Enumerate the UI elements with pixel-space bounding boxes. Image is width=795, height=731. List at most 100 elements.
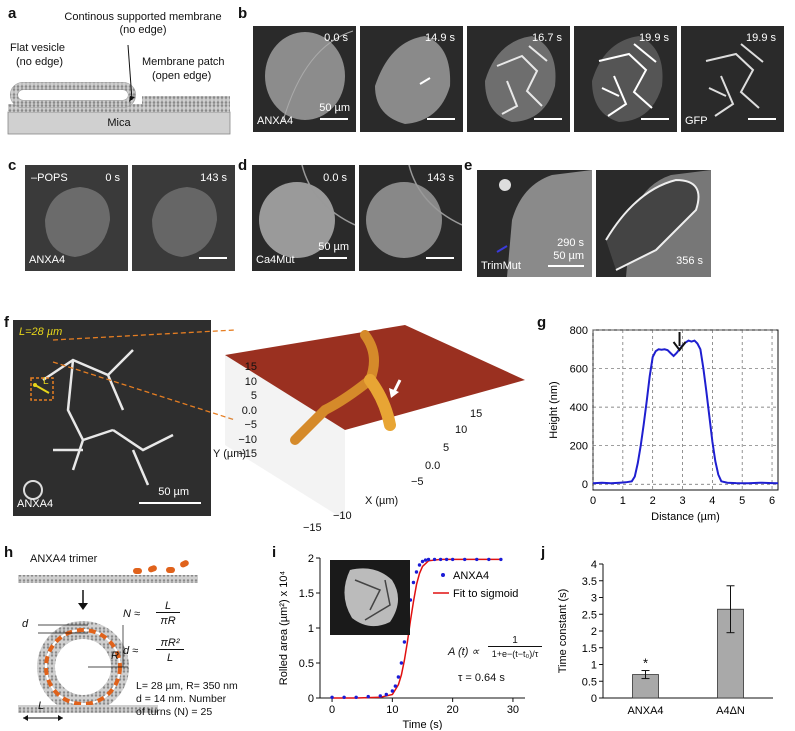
data-point — [390, 689, 395, 693]
x-axis-label: X (µm) — [365, 495, 399, 507]
x-tick-label: 10 — [386, 704, 398, 716]
panel-label-j: j — [541, 544, 546, 561]
legend-label-anxa4: ANXA4 — [453, 570, 489, 582]
eq-N-den: πR — [160, 615, 176, 627]
y-tick: 0.0 — [241, 404, 257, 417]
continuous-membrane-sub: (no edge) — [119, 24, 167, 36]
formula-num: 1 — [488, 635, 542, 647]
x-tick-label: 1 — [620, 495, 626, 507]
rolled-area-chart: 0 10 20 30 0 0.5 1 1.5 2 Time (s) Rolled area (µm²… — [278, 553, 525, 730]
frame-f-micrograph: L=28 µm L ANXA4 50 µm — [13, 320, 211, 516]
data-point — [402, 640, 407, 644]
data-point — [384, 692, 389, 697]
frame-e-2: 356 s — [596, 170, 711, 277]
frame-time: 0 s — [105, 172, 120, 184]
scale-bar — [427, 118, 455, 120]
panel-a-schematic — [0, 0, 235, 150]
scale-text: 50 µm — [319, 102, 350, 114]
scale-bar — [320, 118, 348, 120]
y-tick: 10 — [244, 375, 257, 388]
legend-label-fit: Fit to sigmoid — [453, 588, 518, 600]
zoom-lines — [52, 329, 236, 421]
mica-label: Mica — [107, 117, 131, 129]
tau-label: τ = 0.64 s — [458, 672, 505, 684]
time-constant-chart: 0 0.5 1 1.5 2 2.5 3 3.5 4 ANXA4 * A4ΔN Time constant… — [557, 559, 773, 717]
category-label: ANXA4 — [627, 705, 663, 717]
y-axis-label: Time constant (s) — [557, 589, 569, 674]
inset-micrograph — [330, 560, 410, 635]
R-label: R — [111, 650, 119, 662]
frame-b-4: 19.9 s — [574, 26, 677, 132]
panel-label-i: i — [272, 544, 277, 561]
data-point — [444, 557, 449, 562]
y-tick-label: 2.5 — [582, 609, 597, 621]
frame-c-2: 143 s — [132, 165, 235, 271]
params-line-2: d = 14 nm. Number — [136, 693, 227, 705]
frame-label: ANXA4 — [257, 115, 294, 127]
data-point — [487, 557, 491, 562]
x-tick: 0.0 — [425, 460, 441, 472]
panel-label-f: f — [4, 314, 9, 331]
scale-bar — [426, 257, 454, 259]
frame-d-1: 0.0 s Ca4Mut 50 µm — [252, 165, 355, 271]
membrane-schematic — [7, 44, 231, 135]
plot-frame — [592, 329, 779, 491]
x-tick-label: 3 — [679, 495, 685, 507]
frame-time: 143 s — [427, 172, 454, 184]
y-tick-label: 3.5 — [582, 576, 597, 588]
data-point — [432, 557, 437, 562]
frame-time: 0.0 s — [324, 32, 348, 44]
x-tick: 15 — [470, 408, 483, 420]
height-profile-chart: 0 1 2 3 4 5 6 0 200 400 600 800 Distance (µm) Height … — [548, 325, 779, 523]
data-point — [463, 557, 467, 562]
x-tick-label: 20 — [447, 704, 459, 716]
frame-label: TrimMut — [481, 260, 521, 272]
frame-time: 16.7 s — [532, 32, 562, 44]
panel-label-b: b — [238, 5, 248, 22]
continuous-membrane-label: Continous supported membrane — [64, 11, 222, 23]
profile-line — [592, 339, 779, 485]
afm-3d-surface: 15 10 5 0.0 −5 −10 −15 Y (µm) X (µm) 15 … — [213, 320, 535, 535]
data-point — [354, 695, 358, 699]
L-label: L — [38, 700, 45, 712]
scale-bar — [534, 118, 562, 120]
x-tick: −5 — [411, 476, 424, 488]
x-tick: −15 — [303, 522, 322, 534]
panel-label-h: h — [4, 544, 14, 561]
y-tick-label: 600 — [570, 364, 588, 376]
y-tick-label: 0.5 — [299, 658, 314, 670]
y-tick-label: 3 — [591, 593, 597, 605]
data-point — [420, 559, 425, 564]
panel-label-c: c — [8, 157, 17, 174]
panel-label-g: g — [537, 314, 547, 331]
y-tick-label: 2 — [308, 553, 314, 565]
category-label: A4ΔN — [716, 705, 745, 717]
y-tick-label: 200 — [570, 441, 588, 453]
data-point — [438, 557, 443, 562]
fit-line — [332, 558, 501, 699]
x-tick-label: 2 — [650, 495, 656, 507]
y-tick-label: 0 — [582, 479, 588, 491]
trimer-label: ANXA4 trimer — [30, 553, 98, 565]
y-tick-label: 2 — [591, 626, 597, 638]
y-tick-label: 4 — [591, 559, 597, 571]
frame-b-1: 0.0 s ANXA4 50 µm — [253, 26, 356, 132]
eq-d-lhs: d ≈ — [123, 645, 139, 657]
frame-label: GFP — [685, 115, 708, 127]
data-point — [475, 557, 479, 562]
frame-d-2: 143 s — [359, 165, 462, 271]
panel-label-e: e — [464, 157, 473, 174]
x-tick-label: 6 — [769, 495, 775, 507]
arrow-head — [672, 341, 687, 352]
formula-den: 1+e−(t−t₀)/τ — [491, 649, 539, 659]
data-point — [499, 557, 503, 562]
panel-label-a: a — [8, 5, 17, 22]
y-tick: 5 — [250, 390, 257, 402]
frame-time: 19.9 s — [746, 32, 776, 44]
x-tick-label: 5 — [739, 495, 745, 507]
data-point — [393, 684, 398, 688]
frame-time: 19.9 s — [639, 32, 669, 44]
x-tick: 5 — [443, 442, 450, 454]
y-tick-label: 1.5 — [582, 643, 597, 655]
frame-e-1: 290 s TrimMut 50 µm — [477, 170, 592, 277]
